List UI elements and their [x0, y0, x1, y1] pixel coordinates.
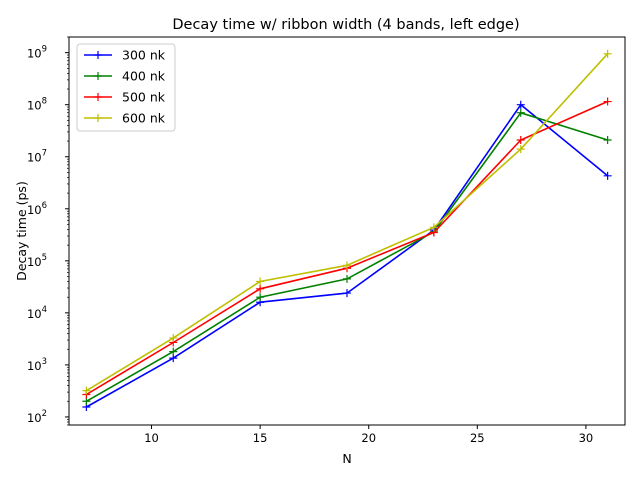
series-500-nk — [82, 97, 612, 399]
x-axis-label: N — [342, 451, 351, 466]
legend-label: 400 nk — [122, 69, 166, 84]
data-point — [429, 223, 438, 232]
legend-item: 500 nk — [84, 90, 166, 105]
y-tick-label: 108 — [27, 97, 47, 113]
legend-marker — [94, 51, 102, 59]
legend-marker — [94, 93, 102, 101]
plot-area — [82, 49, 612, 412]
y-tick-label: 104 — [27, 305, 47, 321]
legend-box — [76, 43, 176, 132]
legend: 300 nk 400 nk 500 nk 600 nk — [76, 43, 176, 132]
data-point — [169, 333, 178, 342]
data-point — [343, 289, 351, 298]
y-axis: 102 103 104 105 106 107 108 109 — [27, 36, 69, 426]
series-400-nk — [82, 108, 612, 406]
data-point — [256, 293, 265, 302]
y-tick-label: 103 — [27, 357, 47, 373]
data-point — [256, 277, 265, 286]
data-point — [343, 274, 351, 283]
data-point — [603, 97, 612, 106]
plot-frame — [68, 36, 626, 426]
data-point — [603, 49, 612, 58]
legend-item: 300 nk — [84, 48, 166, 63]
series-line — [86, 103, 609, 408]
y-tick-label: 109 — [27, 45, 47, 61]
data-point — [82, 397, 91, 406]
series-600-nk — [82, 49, 612, 395]
data-point — [603, 171, 612, 180]
legend-marker — [94, 114, 102, 122]
data-point — [343, 261, 351, 270]
x-tick-label: 30 — [579, 431, 594, 445]
chart-title: Decay time w/ ribbon width (4 bands, lef… — [172, 17, 519, 33]
legend-item: 400 nk — [84, 69, 166, 84]
data-point — [516, 108, 525, 117]
legend-item: 600 nk — [84, 111, 166, 126]
x-axis: 10 15 20 25 30 — [144, 425, 593, 445]
legend-label: 600 nk — [122, 111, 166, 126]
x-tick-label: 25 — [470, 431, 485, 445]
series-300-nk — [82, 100, 612, 412]
y-axis-label: Decay time (ps) — [14, 181, 29, 281]
data-point — [516, 145, 525, 154]
series-line — [86, 111, 608, 402]
data-point — [82, 386, 91, 395]
data-point — [169, 347, 178, 356]
y-tick-label: 105 — [27, 253, 47, 269]
y-tick-label: 102 — [27, 409, 47, 425]
legend-label: 500 nk — [122, 90, 166, 105]
data-point — [603, 135, 612, 144]
series-line — [85, 100, 608, 396]
legend-marker — [94, 72, 102, 80]
y-tick-label: 106 — [27, 201, 47, 217]
x-tick-label: 15 — [253, 431, 268, 445]
x-tick-label: 20 — [361, 431, 376, 445]
data-point — [516, 135, 525, 144]
x-tick-label: 10 — [144, 431, 159, 445]
data-point — [256, 284, 265, 293]
y-tick-label: 107 — [27, 149, 47, 165]
legend-label: 300 nk — [122, 48, 166, 63]
data-point — [516, 100, 525, 109]
